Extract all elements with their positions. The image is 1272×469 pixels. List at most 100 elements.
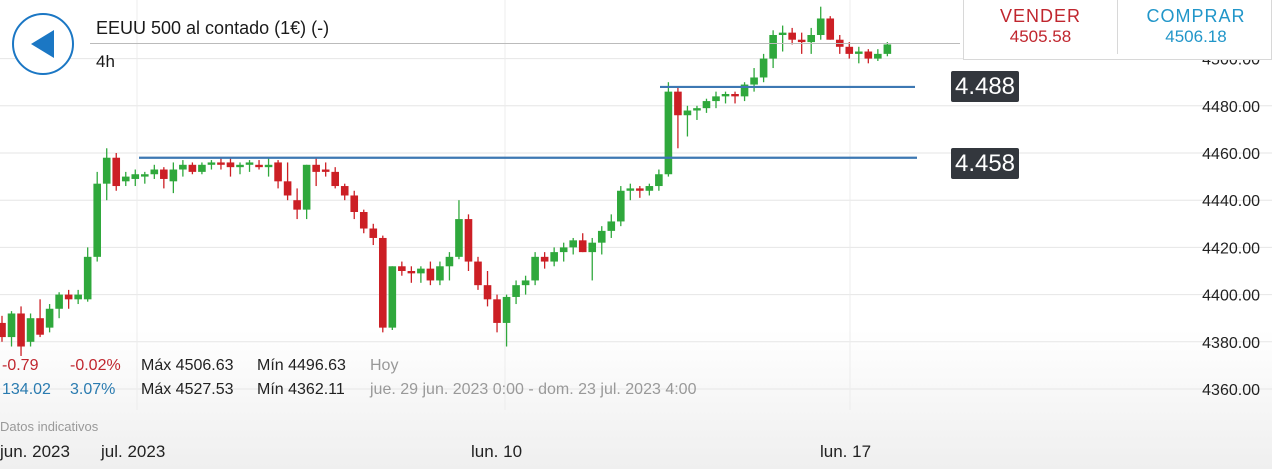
- y-tick-label: 4400.00: [1202, 288, 1260, 305]
- y-tick-label: 4440.00: [1202, 193, 1260, 210]
- today-period: Hoy: [370, 357, 399, 374]
- range-min: Mín 4362.11: [257, 381, 345, 398]
- candle: [388, 266, 397, 330]
- sell-label: VENDER: [999, 6, 1081, 26]
- candle: [36, 299, 44, 338]
- x-tick-label: jun. 2023: [0, 442, 70, 461]
- x-tick-label: lun. 10: [471, 442, 522, 461]
- candle: [864, 49, 873, 64]
- candle: [483, 271, 492, 307]
- candle: [121, 171, 130, 187]
- candle: [693, 105, 701, 120]
- y-tick-label: 4360.00: [1202, 382, 1260, 399]
- candle: [331, 167, 339, 189]
- candle: [179, 160, 187, 177]
- candle: [550, 247, 558, 267]
- candle: [597, 226, 606, 255]
- candle: [64, 289, 73, 309]
- candle: [74, 289, 82, 305]
- buy-label: COMPRAR: [1146, 6, 1246, 26]
- candle: [131, 169, 140, 187]
- candle: [321, 162, 330, 177]
- y-tick-label: 4420.00: [1202, 240, 1260, 257]
- candle: [664, 82, 673, 177]
- x-tick-label: jul. 2023: [100, 442, 165, 461]
- candle: [188, 162, 197, 175]
- candle: [436, 261, 444, 286]
- candle: [445, 252, 454, 281]
- candle: [617, 186, 625, 227]
- sell-button[interactable]: VENDER 4505.58: [964, 0, 1118, 54]
- candle: [816, 6, 825, 40]
- candle: [0, 315, 6, 342]
- candle: [455, 200, 463, 260]
- x-tick-label: lun. 17: [820, 442, 871, 461]
- chart-header: EEUU 500 al contado (1€) (-) 4h: [0, 0, 960, 80]
- candle: [93, 171, 101, 262]
- chart-grid: [0, 0, 1272, 410]
- range-change: 134.02: [2, 381, 51, 398]
- candle: [26, 313, 35, 347]
- buy-price: 4506.18: [1165, 27, 1227, 46]
- today-change-pct: -0.02%: [70, 357, 121, 374]
- candle: [302, 164, 311, 220]
- candle: [274, 160, 282, 189]
- buy-button[interactable]: COMPRAR 4506.18: [1119, 6, 1272, 47]
- candle: [645, 183, 654, 196]
- today-min: Mín 4496.63: [257, 357, 346, 374]
- instrument-title: EEUU 500 al contado (1€) (-): [96, 18, 330, 38]
- horizontal-levels[interactable]: [139, 85, 917, 159]
- candle: [607, 214, 616, 238]
- candle: [769, 30, 777, 69]
- candle: [874, 49, 882, 61]
- candle: [464, 214, 473, 271]
- candle: [474, 256, 482, 290]
- candle: [731, 91, 739, 104]
- candle: [312, 157, 320, 187]
- candle: [379, 235, 387, 333]
- candle: [169, 162, 178, 194]
- candle: [845, 42, 854, 59]
- candle: [407, 266, 416, 283]
- candle: [655, 169, 663, 191]
- candle: [807, 27, 815, 54]
- level-tag-lower[interactable]: 4.458: [951, 148, 1019, 179]
- back-arrow-icon: [31, 30, 54, 58]
- candle: [255, 160, 263, 170]
- candle: [883, 42, 892, 57]
- candle: [512, 280, 520, 305]
- candle: [83, 247, 92, 302]
- candle: [721, 91, 730, 104]
- title-divider: [90, 43, 960, 44]
- range-change-pct: 3.07%: [70, 381, 116, 398]
- candle: [588, 237, 597, 281]
- candle: [112, 153, 121, 191]
- candle: [369, 223, 378, 246]
- candle: [493, 294, 501, 333]
- candle: [7, 311, 16, 347]
- candle: [778, 25, 787, 52]
- candle: [350, 190, 359, 220]
- candle: [426, 261, 435, 286]
- level-tag-upper[interactable]: 4.488: [951, 71, 1019, 102]
- range-max: Máx 4527.53: [141, 381, 234, 398]
- candle: [502, 294, 511, 347]
- candle: [521, 275, 530, 295]
- timeframe-label[interactable]: 4h: [96, 52, 115, 71]
- candle: [740, 82, 749, 102]
- back-button[interactable]: [12, 13, 74, 75]
- candles: [0, 6, 892, 356]
- y-tick-label: 4380.00: [1202, 335, 1260, 352]
- candle: [340, 183, 349, 201]
- candle: [674, 86, 682, 149]
- candle: [150, 164, 159, 179]
- candle: [398, 261, 406, 276]
- trade-panel: VENDER 4505.58 COMPRAR 4506.18: [963, 0, 1272, 60]
- candle: [217, 157, 225, 170]
- range-period: jue. 29 jun. 2023 0:00 - dom. 23 jul. 20…: [370, 381, 697, 398]
- sell-price: 4505.58: [1009, 27, 1072, 46]
- disclaimer-text: Datos indicativos: [0, 419, 99, 434]
- candle: [17, 306, 25, 356]
- candle: [283, 162, 292, 201]
